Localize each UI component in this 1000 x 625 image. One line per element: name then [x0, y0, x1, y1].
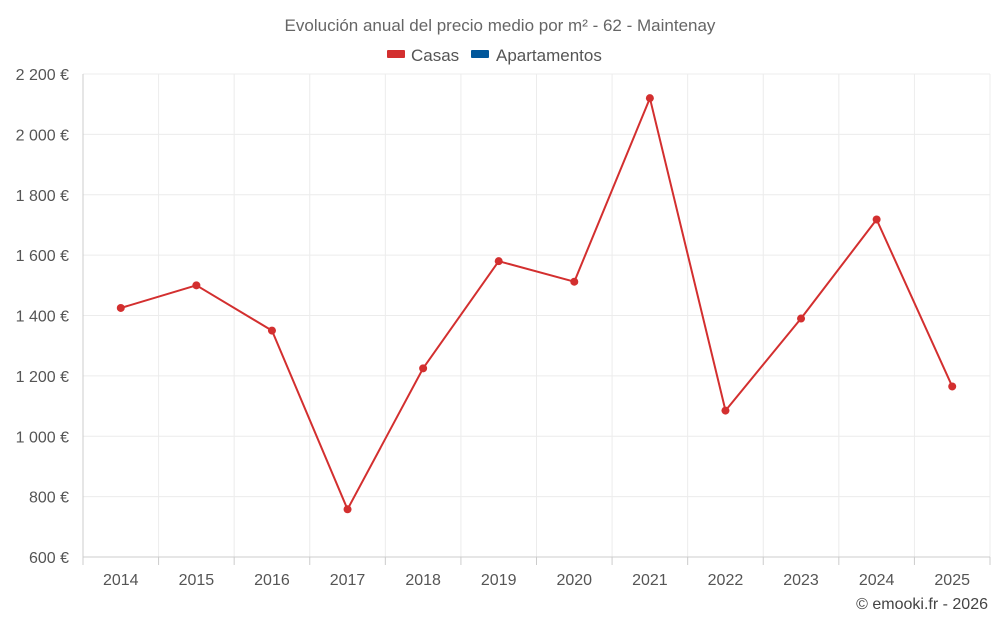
x-tick-label-8: 2022 [708, 572, 744, 589]
data-point-2017[interactable] [343, 505, 352, 514]
data-point-2023[interactable] [797, 314, 806, 323]
data-point-2015[interactable] [192, 281, 201, 290]
series-casas [116, 94, 957, 514]
data-point-2022[interactable] [721, 406, 730, 415]
data-point-2025[interactable] [948, 382, 957, 391]
legend-label-apartamentos[interactable]: Apartamentos [496, 46, 602, 65]
x-tick-label-5: 2019 [481, 572, 517, 589]
x-tick-label-3: 2017 [330, 572, 366, 589]
y-axis-ticks: 600 € 800 € 1 000 € 1 200 € 1 400 € 1 600 € 1 … [16, 67, 69, 567]
data-point-2024[interactable] [872, 215, 881, 224]
chart-grid [82, 73, 991, 558]
x-tick-label-7: 2021 [632, 572, 668, 589]
y-tick-label-0: 600 € [29, 550, 69, 567]
y-tick-label-4: 1 400 € [16, 309, 69, 326]
data-point-2019[interactable] [494, 257, 503, 266]
series-line-0 [120, 97, 954, 511]
data-point-2016[interactable] [267, 326, 276, 335]
x-tick-label-6: 2020 [556, 572, 592, 589]
y-tick-label-3: 1 200 € [16, 369, 69, 386]
data-point-2018[interactable] [419, 364, 428, 373]
chart-legend: Casas Apartamentos [387, 46, 602, 65]
credit-text: © emooki.fr - 2026 [856, 596, 988, 613]
y-tick-label-1: 800 € [29, 490, 69, 507]
data-point-2020[interactable] [570, 277, 579, 286]
legend-swatch-apartamentos [471, 50, 489, 58]
y-tick-label-2: 1 000 € [16, 429, 69, 446]
x-axis-ticks: 2014 2015 2016 2017 2018 2019 2020 2021 2022 2023… [103, 572, 970, 589]
x-tick-label-10: 2024 [859, 572, 895, 589]
x-tick-label-1: 2015 [179, 572, 215, 589]
x-tick-label-11: 2025 [934, 572, 970, 589]
y-tick-label-7: 2 000 € [16, 127, 69, 144]
chart-title: Evolución anual del precio medio por m² … [285, 16, 716, 35]
x-tick-label-0: 2014 [103, 572, 139, 589]
y-tick-label-6: 1 800 € [16, 188, 69, 205]
x-tick-label-4: 2018 [405, 572, 441, 589]
x-tick-label-2: 2016 [254, 572, 290, 589]
legend-swatch-casas [387, 50, 405, 58]
x-tick-label-9: 2023 [783, 572, 819, 589]
data-point-2014[interactable] [116, 303, 125, 312]
legend-label-casas[interactable]: Casas [411, 46, 459, 65]
data-point-2021[interactable] [645, 94, 654, 103]
y-tick-label-8: 2 200 € [16, 67, 69, 84]
chart-axes [82, 74, 991, 565]
y-tick-label-5: 1 600 € [16, 248, 69, 265]
